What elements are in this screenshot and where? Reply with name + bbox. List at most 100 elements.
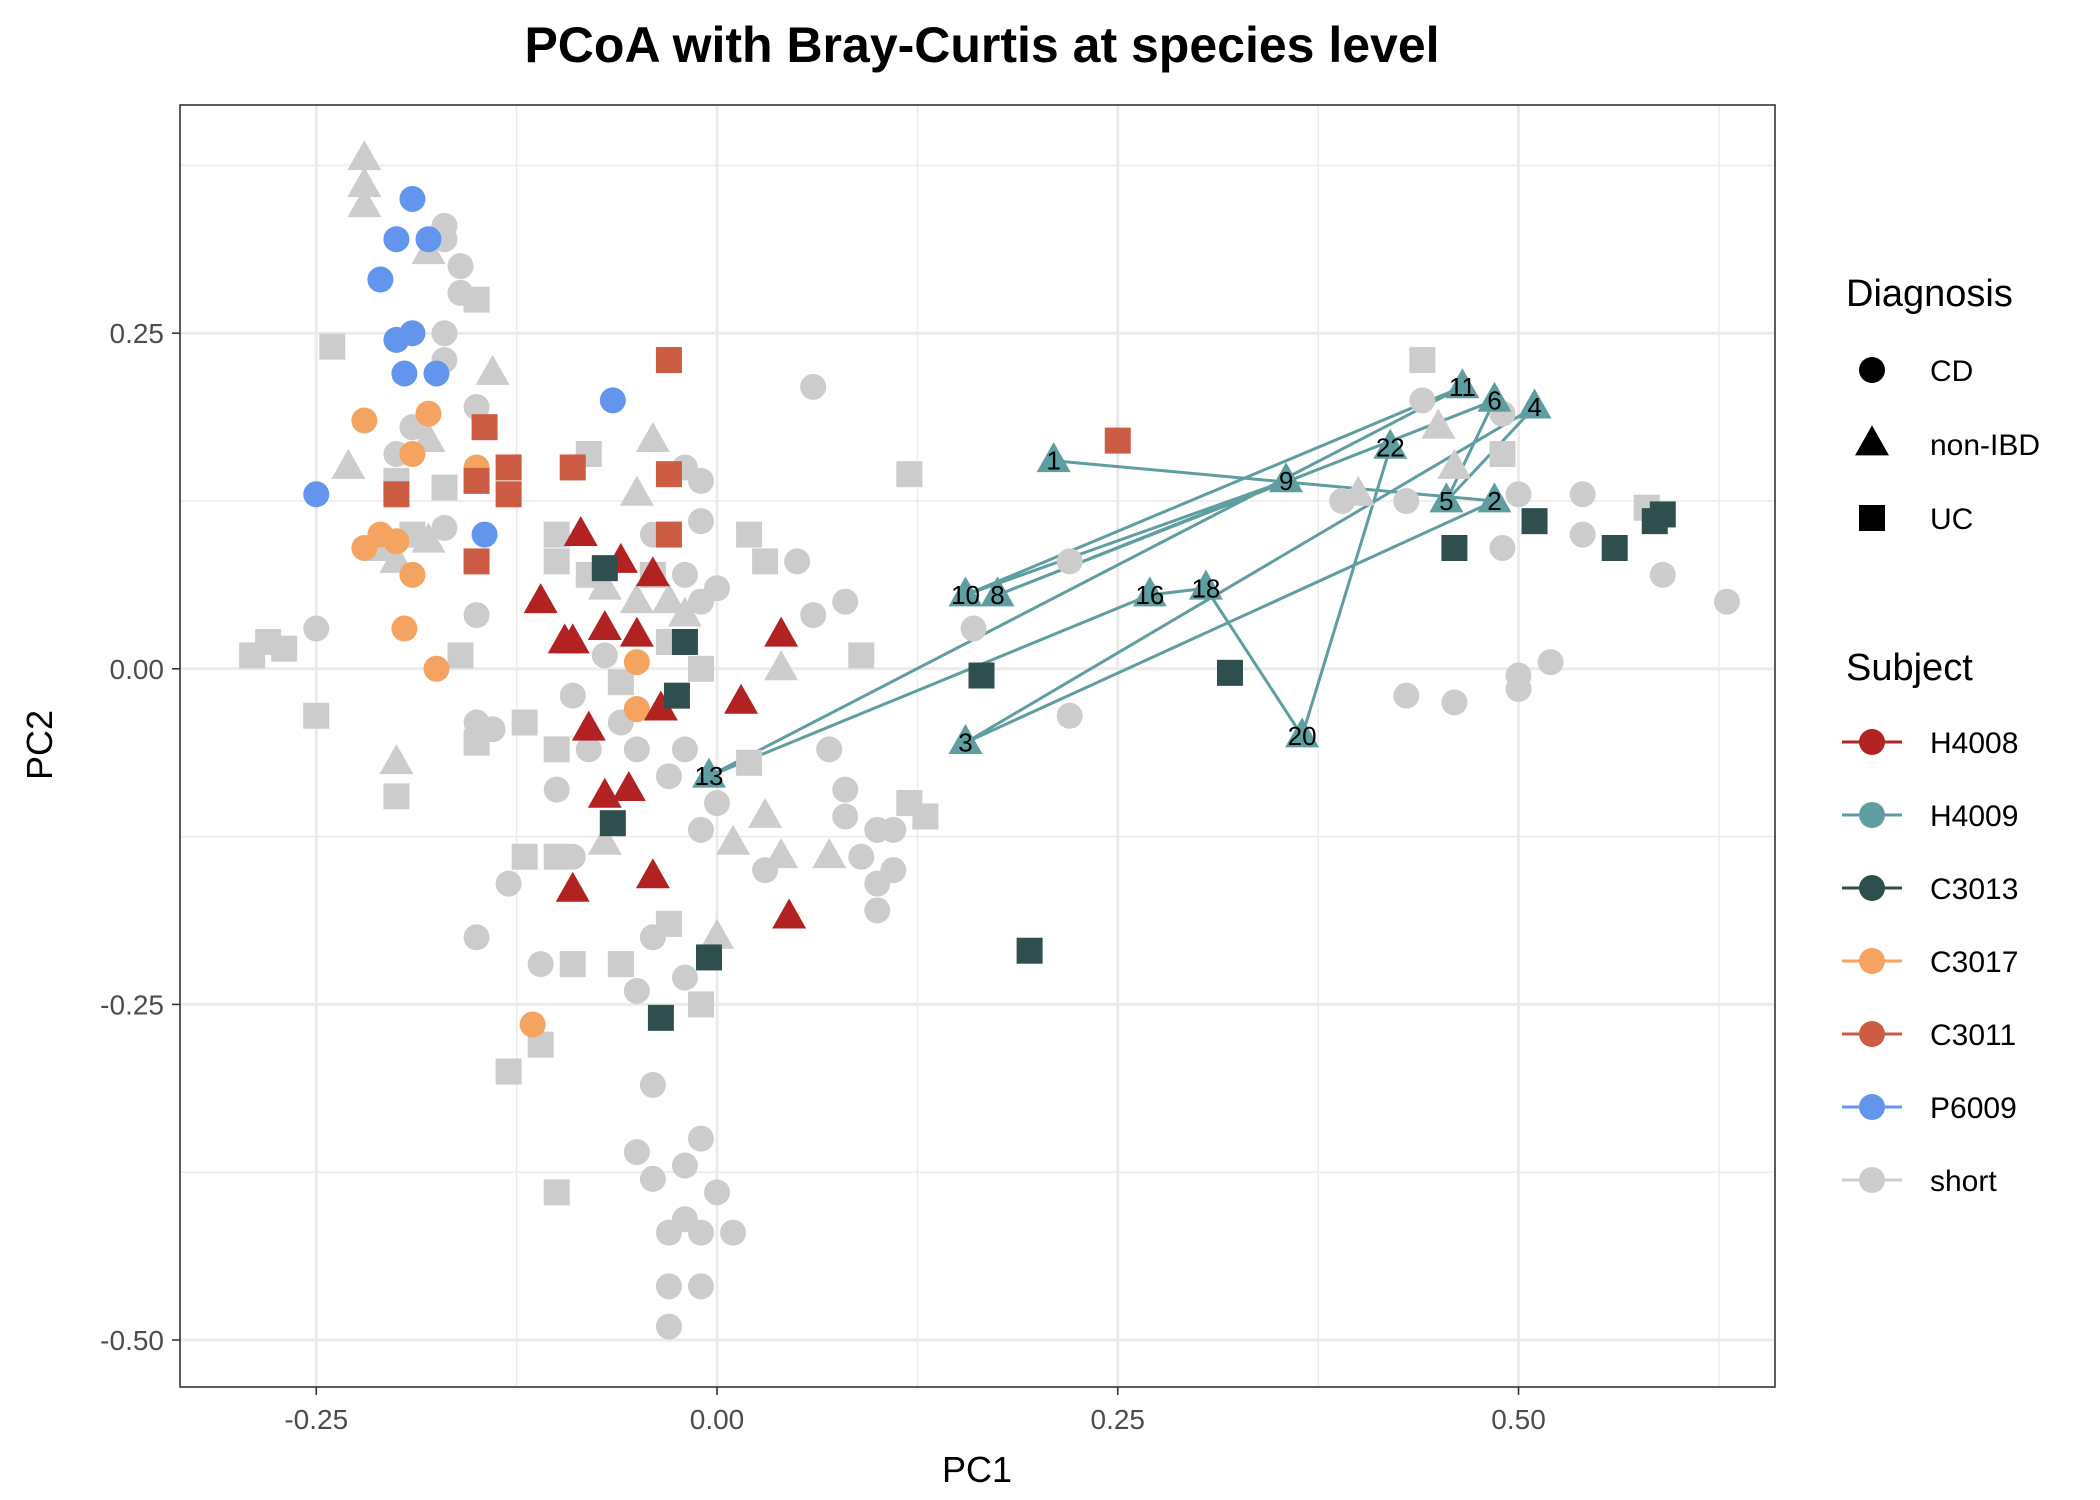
- x-tick-label: -0.25: [284, 1404, 348, 1435]
- legend-subject-label: H4008: [1930, 727, 2018, 760]
- data-point-short: [1505, 675, 1532, 702]
- data-point-short: [619, 583, 654, 614]
- data-point-short: [687, 508, 714, 535]
- data-point-short: [1537, 649, 1564, 676]
- data-point-h4008: [611, 771, 646, 802]
- data-point-short: [495, 870, 522, 897]
- data-point-h4008: [571, 710, 606, 741]
- data-point-short: [784, 548, 811, 575]
- data-point-short: [1489, 534, 1516, 561]
- data-point-c3011: [655, 461, 682, 488]
- data-point-p6009: [391, 360, 418, 387]
- data-point-p6009: [415, 226, 442, 253]
- data-point-short: [1393, 488, 1420, 515]
- data-point-short: [704, 790, 731, 817]
- data-point-short: [619, 475, 654, 506]
- data-point-short: [736, 749, 763, 776]
- data-point-short: [832, 776, 859, 803]
- y-axis-title: PC2: [19, 710, 60, 780]
- data-point-short: [331, 448, 366, 479]
- data-point-short: [655, 1273, 682, 1300]
- data-point-p6009: [367, 266, 394, 293]
- legend-circle-icon: [1859, 1021, 1885, 1047]
- data-point-c3017: [383, 528, 410, 555]
- data-point-h4008: [555, 871, 590, 902]
- data-point-c3017: [391, 615, 418, 642]
- data-point-c3011: [471, 414, 498, 441]
- data-point-short: [848, 642, 875, 669]
- legend-subject-label: C3011: [1930, 1019, 2016, 1052]
- data-point-short: [687, 1125, 714, 1152]
- data-point-short: [575, 736, 602, 763]
- data-point-short: [639, 1165, 666, 1192]
- point-label: 18: [1191, 573, 1220, 603]
- data-point-short: [543, 843, 570, 870]
- data-point-short: [479, 716, 506, 743]
- data-point-c3013: [1441, 534, 1468, 561]
- data-point-p6009: [383, 226, 410, 253]
- point-label: 13: [695, 761, 724, 791]
- data-point-h4009: [1477, 482, 1512, 513]
- point-label: 10: [951, 580, 980, 610]
- data-point-c3013: [1601, 534, 1628, 561]
- data-point-short: [912, 803, 939, 830]
- data-point-short: [347, 140, 382, 171]
- data-point-short: [687, 991, 714, 1018]
- point-labels: 1 2 3 4 5 6 8 9 10 11 13 16 18 20 22: [695, 372, 1542, 791]
- grid-lines: [180, 105, 1775, 1387]
- data-point-short: [559, 682, 586, 709]
- data-point-short: [447, 253, 474, 280]
- legend-circle-icon: [1859, 948, 1885, 974]
- point-label: 5: [1439, 486, 1453, 516]
- data-point-short: [411, 522, 446, 553]
- data-point-short: [623, 1139, 650, 1166]
- data-point-short: [635, 422, 670, 453]
- data-point-short: [687, 816, 714, 843]
- data-point-h4009: [948, 724, 983, 755]
- data-point-h4009: [1477, 381, 1512, 412]
- point-label: 4: [1527, 392, 1541, 422]
- data-point-short: [447, 642, 474, 669]
- data-point-p6009: [399, 185, 426, 212]
- data-point-h4009: [1188, 569, 1223, 600]
- data-point-short: [671, 964, 698, 991]
- legend-triangle-icon: [1855, 425, 1889, 456]
- data-points: [239, 140, 1740, 1340]
- data-point-short: [687, 467, 714, 494]
- data-point-h4009: [1132, 576, 1167, 607]
- data-point-c3011: [495, 481, 522, 508]
- data-point-short: [543, 736, 570, 763]
- data-point-short: [848, 843, 875, 870]
- data-point-h4008: [547, 623, 582, 654]
- data-point-short: [623, 736, 650, 763]
- data-point-p6009: [471, 521, 498, 548]
- data-point-short: [1437, 448, 1472, 479]
- data-point-short: [587, 569, 622, 600]
- data-point-short: [639, 1071, 666, 1098]
- data-point-h4008: [635, 858, 670, 889]
- data-point-h4009: [1445, 368, 1480, 399]
- data-point-short: [1441, 689, 1468, 716]
- data-point-c3013: [1016, 937, 1043, 964]
- data-point-short: [347, 166, 382, 197]
- data-point-short: [764, 650, 799, 681]
- legend-subject-label: short: [1930, 1165, 1997, 1198]
- x-tick-label: 0.00: [690, 1404, 745, 1435]
- legend-diagnosis: Diagnosis CD non-IBD UC: [1846, 273, 2040, 536]
- data-point-c3011: [1104, 427, 1131, 454]
- data-point-h4008: [563, 515, 598, 546]
- legend-circle-icon: [1859, 357, 1885, 383]
- data-point-short: [1569, 521, 1596, 548]
- data-point-c3017: [623, 696, 650, 723]
- y-tick-label: -0.50: [100, 1325, 164, 1356]
- chart-title: PCoA with Bray-Curtis at species level: [524, 17, 1439, 73]
- data-point-short: [543, 776, 570, 803]
- data-point-short: [623, 977, 650, 1004]
- data-point-short: [463, 924, 490, 951]
- data-point-h4009: [1373, 428, 1408, 459]
- point-label: 11: [1449, 372, 1476, 402]
- legend-diagnosis-label: UC: [1930, 503, 1973, 536]
- data-point-h4008: [523, 583, 558, 614]
- legend-subject: Subject H4008 H4009 C3013 C3017 C3011 P6009 sh…: [1842, 647, 2018, 1198]
